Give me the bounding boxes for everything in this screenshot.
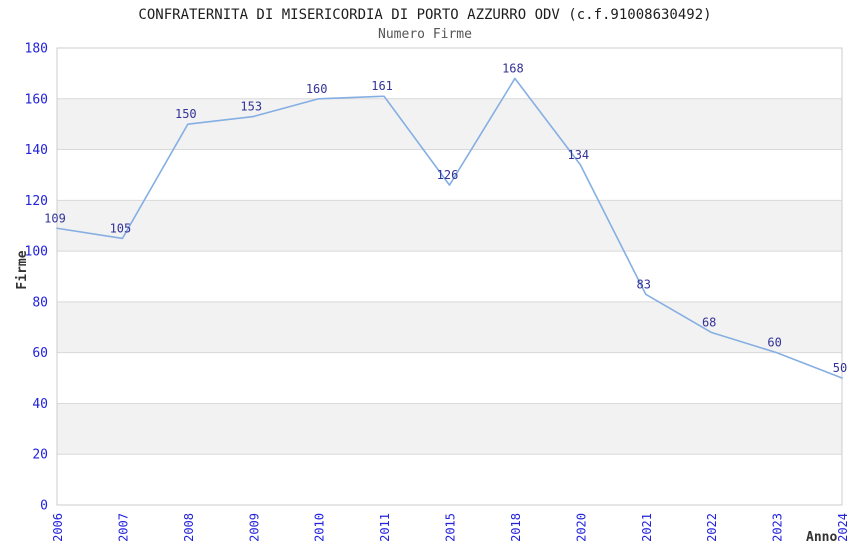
- x-tick-label: 2011: [378, 513, 392, 542]
- x-tick-label: 2018: [509, 513, 523, 542]
- x-tick-label: 2009: [247, 513, 261, 542]
- data-point-label: 168: [502, 61, 524, 75]
- y-tick-label: 180: [25, 42, 48, 57]
- y-tick-label: 20: [32, 448, 48, 463]
- plot-frame: [56, 47, 843, 506]
- data-point-label: 109: [44, 211, 66, 225]
- x-tick-label: 2006: [51, 513, 65, 542]
- data-point-label: 134: [567, 148, 589, 162]
- plot-band: [57, 301, 842, 353]
- data-point-label: 161: [371, 79, 393, 93]
- data-point-label: 126: [437, 168, 459, 182]
- data-point-label: 105: [110, 221, 132, 235]
- data-point-label: 83: [637, 277, 651, 291]
- x-tick-label: 2022: [705, 513, 719, 542]
- data-point-label: 68: [702, 315, 716, 329]
- x-tick-label: 2023: [771, 513, 785, 542]
- y-tick-label: 160: [25, 92, 48, 107]
- data-point-label: 153: [240, 100, 262, 114]
- chart-subtitle: Numero Firme: [378, 27, 472, 42]
- x-tick-label: 2024: [836, 513, 850, 542]
- data-point-label: 50: [833, 361, 847, 375]
- x-axis-label: Anno: [806, 530, 837, 545]
- x-tick-label: 2020: [574, 513, 588, 542]
- y-tick-label: 100: [25, 245, 48, 260]
- plot-band: [57, 403, 842, 455]
- x-tick-label: 2008: [182, 513, 196, 542]
- y-tick-label: 0: [40, 499, 48, 514]
- y-tick-label: 60: [32, 346, 48, 361]
- x-tick-label: 2015: [444, 513, 458, 542]
- x-tick-label: 2021: [640, 513, 654, 542]
- y-tick-label: 140: [25, 143, 48, 158]
- x-tick-label: 2007: [116, 513, 130, 542]
- chart-title: CONFRATERNITA DI MISERICORDIA DI PORTO A…: [138, 7, 712, 23]
- data-point-label: 160: [306, 82, 328, 96]
- data-point-label: 150: [175, 107, 197, 121]
- data-point-label: 60: [767, 336, 781, 350]
- y-tick-label: 80: [32, 295, 48, 310]
- y-tick-label: 40: [32, 397, 48, 412]
- data-line: [56, 77, 843, 379]
- y-tick-label: 120: [25, 194, 48, 209]
- x-tick-label: 2010: [313, 513, 327, 542]
- plot-band: [57, 200, 842, 252]
- y-axis-label: Firme: [15, 250, 30, 289]
